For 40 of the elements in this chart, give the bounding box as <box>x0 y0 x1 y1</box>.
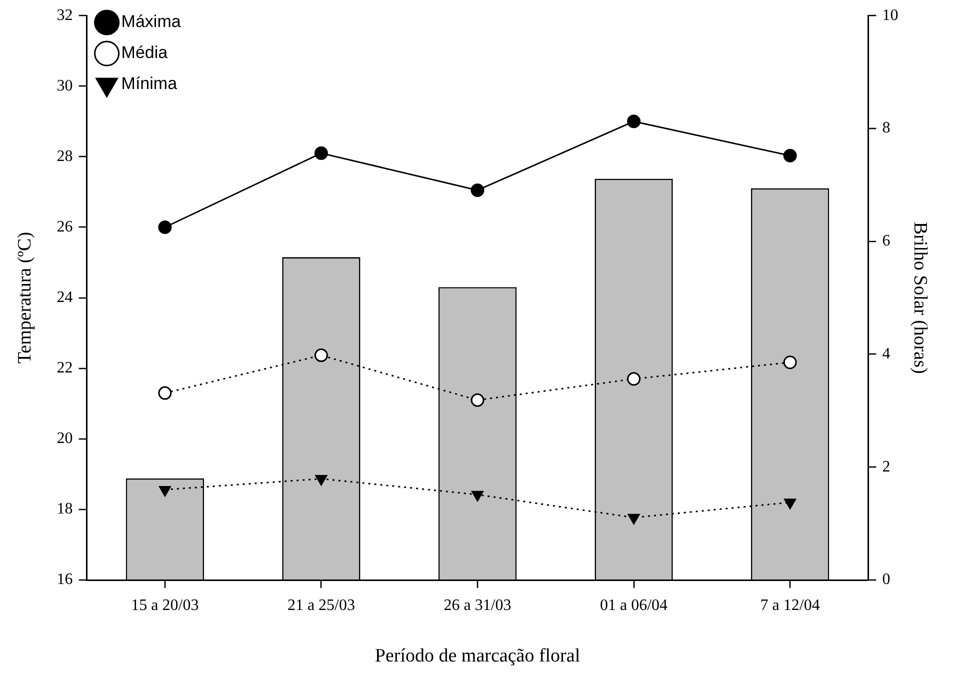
point <box>627 114 641 128</box>
y-tick-label: 30 <box>56 77 73 94</box>
y-tick-label: 18 <box>56 500 73 518</box>
x-tick-label: 26 a 31/03 <box>444 596 512 614</box>
y2-tick-label: 10 <box>882 6 898 24</box>
y2-tick-label: 8 <box>882 120 890 137</box>
y-tick-label: 16 <box>56 571 73 588</box>
point <box>784 498 796 510</box>
y2-axis-title: Brilho Solar (horas) <box>910 222 931 374</box>
point <box>472 490 484 502</box>
y-tick-label: 26 <box>56 218 73 236</box>
legend-label: Mínima <box>121 74 178 94</box>
legend-label: Média <box>121 43 168 62</box>
point <box>470 183 484 197</box>
y-tick-label: 20 <box>56 430 73 448</box>
x-tick-label: 15 a 20/03 <box>131 596 199 614</box>
y-tick-label: 24 <box>56 289 73 306</box>
y2-tick-label: 6 <box>882 232 890 250</box>
point <box>314 348 328 362</box>
point <box>158 220 172 234</box>
point <box>470 393 484 407</box>
point <box>158 486 171 496</box>
y-axis-title: Temperatura (ºC) <box>14 232 36 364</box>
y2-tick-label: 4 <box>882 345 890 362</box>
x-tick-label: 01 a 06/04 <box>600 596 668 614</box>
y2-tick-label: 0 <box>882 571 890 588</box>
y2-tick-label: 2 <box>882 458 890 476</box>
point <box>627 372 641 386</box>
x-tick-label: 21 a 25/03 <box>287 596 355 614</box>
point <box>783 356 797 370</box>
point <box>783 148 797 162</box>
y-tick-label: 28 <box>56 148 73 165</box>
y-tick-label: 32 <box>56 6 73 24</box>
point <box>628 514 640 524</box>
y-tick-label: 22 <box>56 360 73 377</box>
point <box>314 146 328 160</box>
point <box>315 475 328 486</box>
legend-label: Máxima <box>121 12 182 32</box>
x-axis-title: Período de marcação floral <box>374 646 580 667</box>
x-tick-label: 7 a 12/04 <box>760 596 820 614</box>
